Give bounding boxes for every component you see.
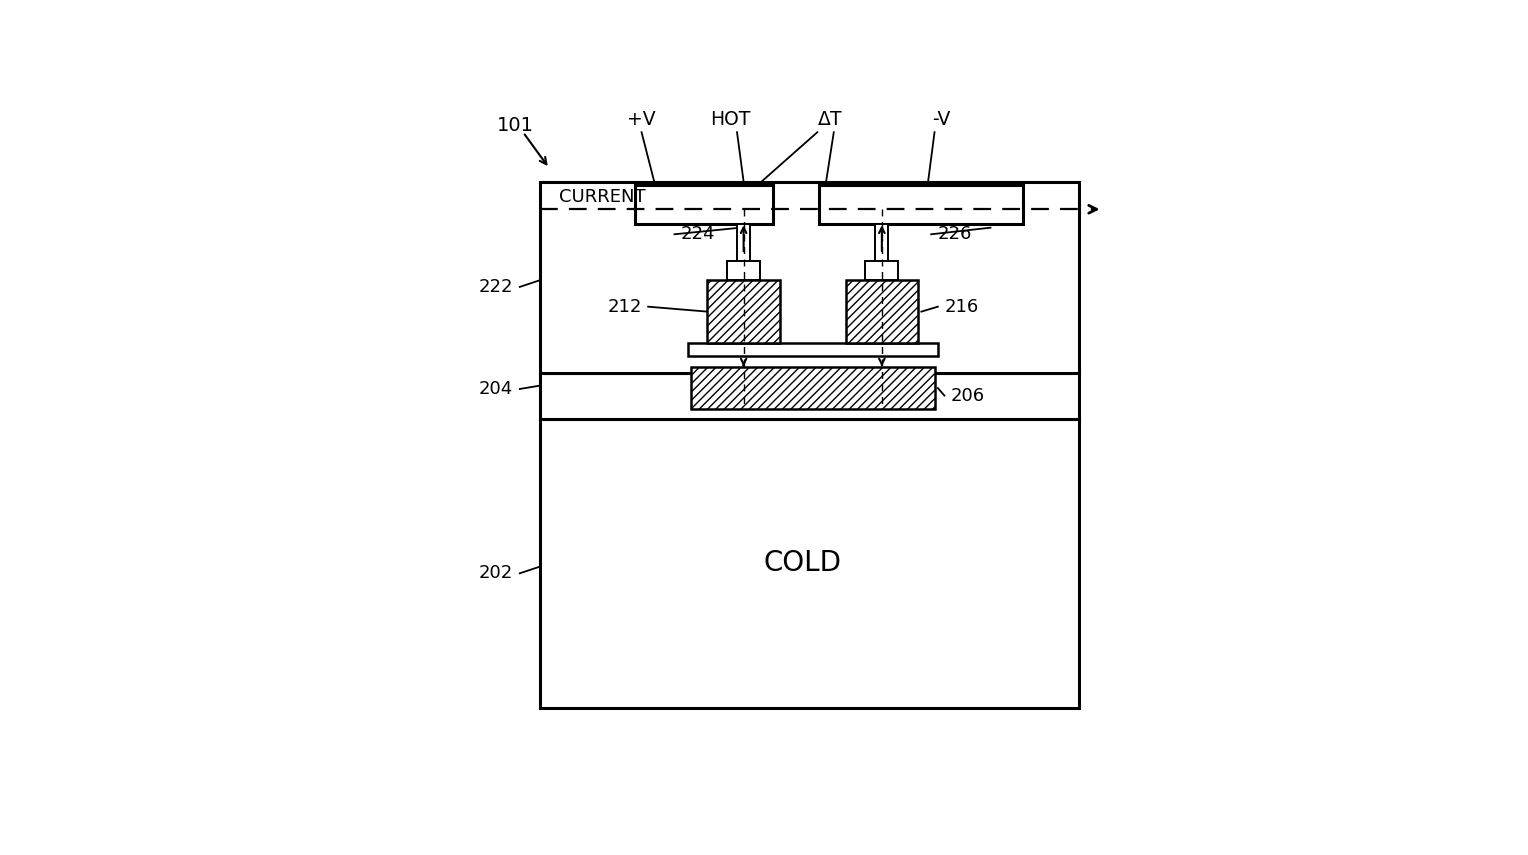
Text: COLD: COLD [764,550,842,577]
Bar [865,261,898,280]
Text: 222: 222 [478,278,513,296]
Text: $\Delta$T: $\Delta$T [817,110,843,129]
Text: 226: 226 [938,225,972,244]
Text: 101: 101 [497,116,533,135]
Bar [691,368,935,409]
Bar [736,224,750,261]
Bar [539,373,1079,419]
Text: 204: 204 [478,380,513,398]
Text: 212: 212 [607,298,642,315]
Bar [845,280,918,343]
Bar [876,224,888,261]
Text: 216: 216 [944,298,978,315]
Bar [636,185,773,224]
Bar [727,261,759,280]
Text: 206: 206 [950,386,986,404]
Text: 202: 202 [478,564,513,582]
Text: 224: 224 [681,225,715,244]
Text: -V: -V [932,110,950,129]
Bar [707,280,779,343]
Bar [819,185,1024,224]
Bar [688,343,938,356]
Text: CURRENT: CURRENT [559,188,646,206]
Bar [539,419,1079,708]
Text: HOT: HOT [711,110,750,129]
Bar [539,181,1079,373]
Text: +V: +V [626,110,656,129]
